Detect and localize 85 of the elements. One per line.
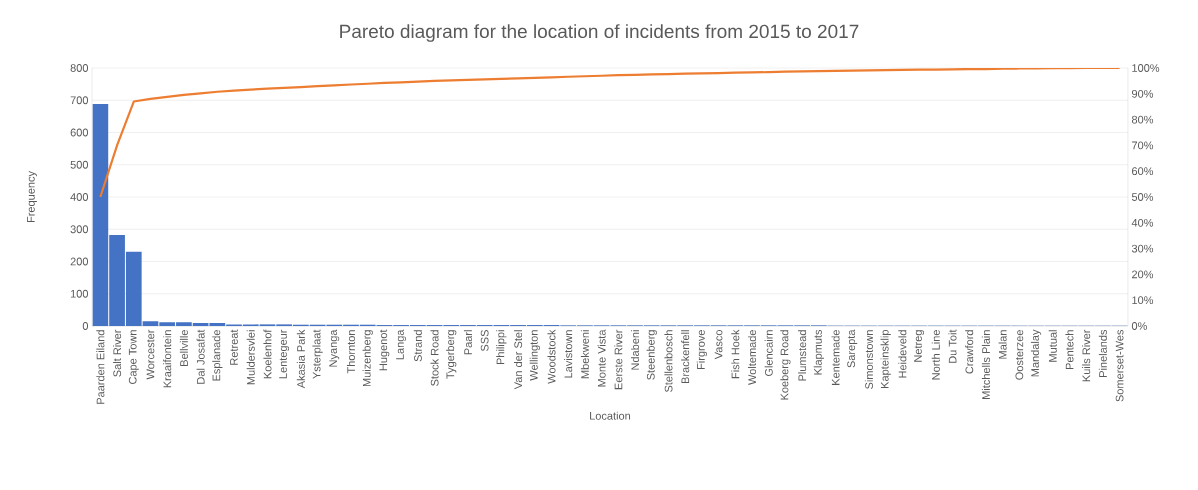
x-tick-label: Glencairn: [764, 330, 773, 377]
x-tick-label: Firgrove: [696, 330, 707, 369]
x-tick-label: Vasco: [714, 330, 723, 360]
y-tick-label: 400: [70, 193, 89, 201]
y-axis-title: Frequency: [27, 171, 37, 223]
x-tick-label: Kentemade: [831, 330, 840, 385]
x-tick-label: Dal Josafat: [196, 329, 205, 384]
y2-tick-label: 90%: [1131, 89, 1154, 98]
y-tick-label: 600: [70, 128, 89, 137]
x-tick-label: Mitchells Plain: [981, 330, 990, 399]
x-tick-label: Somerset-Wes: [1115, 329, 1124, 402]
y2-tick-label: 50%: [1131, 193, 1154, 201]
x-tick-label: Cape Town: [128, 330, 139, 384]
x-tick-label: Fish Hoek: [731, 329, 740, 379]
x-tick-label: Monte Vista: [597, 329, 606, 387]
x-tick-label: Strand: [413, 330, 422, 362]
x-tick-label: Woodstock: [547, 329, 556, 384]
x-tick-label: Heideveld: [898, 330, 907, 378]
chart-title: Pareto diagram for the location of incidents from 2015 to 2017: [340, 24, 859, 42]
y-tick-label: 0: [82, 322, 89, 330]
x-axis-title: Location: [590, 411, 631, 420]
y2-tick-label: 40%: [1131, 218, 1154, 227]
x-tick-label: Paarden Eiland: [96, 330, 105, 404]
y2-tick-label: 60%: [1132, 167, 1154, 176]
x-tick-label: Koelenhof: [263, 329, 272, 379]
x-tick-label: Pinelands: [1098, 329, 1107, 377]
x-tick-label: Van der Stel: [514, 330, 523, 390]
y2-tick-label: 80%: [1131, 115, 1154, 124]
x-tick-label: Koeberg Road: [780, 330, 791, 400]
y2-tick-label: 30%: [1131, 244, 1154, 253]
y-tick-label: 500: [70, 160, 89, 169]
x-tick-label: North Line: [931, 330, 940, 380]
x-tick-label: Stock Road: [430, 330, 439, 386]
x-tick-label: Mutual: [1048, 330, 1057, 362]
x-tick-label: Sarepta: [847, 329, 858, 368]
y2-tick-label: 70%: [1132, 141, 1154, 150]
x-tick-label: Muizenberg: [362, 330, 373, 387]
x-tick-label: Paarl: [463, 330, 472, 355]
x-tick-label: Stellenbosch: [664, 330, 673, 393]
x-tick-label: Tygerberg: [446, 330, 457, 379]
x-tick-label: Netreg: [914, 330, 924, 362]
x-tick-label: Brackenfell: [681, 330, 690, 384]
y2-tick-label: 0%: [1131, 322, 1147, 330]
x-tick-label: Lentegeur: [279, 329, 290, 379]
x-tick-label: Akasia Park: [296, 329, 305, 389]
x-tick-label: Salt River: [113, 329, 122, 377]
x-tick-label: Esplanade: [212, 330, 223, 381]
x-tick-label: Worcester: [146, 329, 155, 380]
y2-tick-label: 10%: [1132, 296, 1154, 305]
x-tick-label: Kuils River: [1082, 329, 1091, 382]
x-tick-label: Kapteinsklip: [880, 330, 891, 388]
y-tick-label: 800: [70, 64, 89, 72]
x-tick-label: Nyanga: [329, 329, 340, 367]
y-tick-label: 200: [70, 257, 89, 266]
x-tick-label: Crawford: [965, 330, 974, 374]
x-tick-label: Langa: [396, 329, 407, 360]
y-tick-label: 700: [70, 96, 89, 105]
y2-tick-label: 100%: [1132, 64, 1160, 72]
x-tick-label: Thornton: [346, 330, 356, 374]
x-tick-label: Muldersvlei: [246, 330, 255, 385]
x-tick-label: Kraaifontein: [163, 330, 172, 388]
x-tick-label: Wellington: [529, 330, 540, 381]
x-tick-label: Philippi: [496, 330, 507, 365]
x-tick-label: Mandalay: [1030, 329, 1042, 377]
x-tick-label: Pentech: [1065, 330, 1074, 369]
x-tick-label: SSS: [480, 330, 489, 352]
x-tick-label: Malan: [998, 330, 1007, 359]
x-tick-label: Woltemade: [747, 330, 757, 385]
y-tick-label: 100: [70, 289, 89, 298]
x-tick-label: Ndabeni: [631, 330, 640, 370]
x-tick-label: Du Toit: [948, 329, 957, 363]
x-tick-label: Steenberg: [646, 330, 657, 380]
x-tick-label: Plumstead: [798, 330, 807, 381]
x-tick-label: Ysterplaat: [312, 329, 323, 379]
x-tick-label: Lavistown: [564, 330, 573, 378]
x-tick-label: Klapmuts: [813, 329, 824, 375]
x-tick-label: Eerste River: [614, 329, 623, 390]
y-tick-label: 300: [70, 225, 89, 234]
x-tick-label: Oosterzee: [1015, 330, 1024, 380]
x-tick-label: Hugenot: [379, 329, 390, 371]
x-tick-label: Mbekweni: [580, 330, 589, 379]
y2-tick-label: 20%: [1132, 270, 1154, 279]
x-tick-label: Bellville: [179, 330, 188, 366]
x-tick-label: Retreat: [230, 329, 238, 365]
x-tick-label: Simonstown: [864, 330, 873, 389]
